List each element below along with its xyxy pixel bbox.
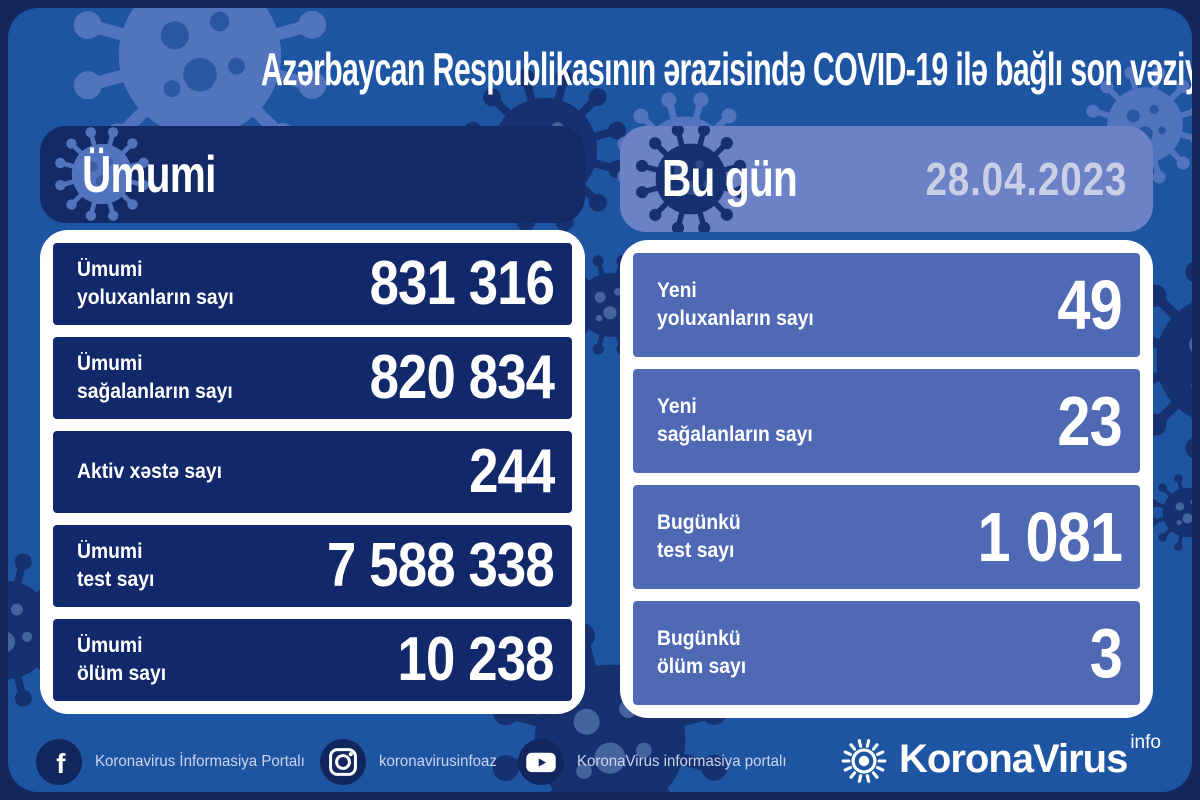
brand-logo: KoronaVirus info: [838, 732, 1161, 787]
svg-text:f: f: [56, 748, 66, 779]
stat-label-line1: Yeni: [657, 395, 697, 418]
stat-label: Ümumi test sayı: [77, 538, 161, 594]
social-link-label: KoronaVirus informasiya portalı: [577, 753, 787, 770]
stat-label-line1: Ümumi: [77, 258, 143, 281]
stat-value: 3: [1089, 614, 1123, 692]
left-panel-title: Ümumi: [82, 145, 216, 204]
stat-label-line1: Bugünkü: [657, 511, 741, 534]
social-link[interactable]: f Koronavirus İnformasiya Portalı: [36, 739, 318, 785]
stat-label-line1: Aktiv xəstə sayı: [77, 460, 223, 483]
stat-label-line2: test sayı: [77, 568, 155, 591]
page-title: Azərbaycan Respublikasının ərazisində CO…: [8, 42, 1192, 96]
brand-logo-sup: info: [1130, 732, 1161, 753]
stat-label-line2: ölüm sayı: [657, 655, 747, 678]
instagram-icon: [320, 739, 366, 785]
stat-label-line2: yoluxanların sayı: [77, 286, 234, 309]
stat-label: Yeni yoluxanların sayı: [657, 277, 827, 333]
stat-row: Ümumi sağalanların sayı 820 834: [53, 337, 572, 419]
stat-row: Yeni yoluxanların sayı 49: [633, 253, 1140, 357]
right-panel-card: Yeni yoluxanların sayı 49 Yeni sağalanla…: [620, 240, 1153, 718]
social-link-label: Koronavirus İnformasiya Portalı: [95, 753, 305, 770]
stat-label-line1: Ümumi: [77, 540, 143, 563]
left-panel-card: Ümumi yoluxanların sayı 831 316 Ümumi sa…: [40, 230, 585, 714]
stat-label-line2: test sayı: [657, 539, 735, 562]
social-link[interactable]: KoronaVirus informasiya portalı: [518, 739, 800, 785]
stat-label-line2: sağalanların sayı: [77, 380, 233, 403]
virus-icon: [630, 126, 752, 232]
stat-row: Ümumi ölüm sayı 10 238: [53, 619, 572, 701]
stat-row: Yeni sağalanların sayı 23: [633, 369, 1140, 473]
stat-label-line2: sağalanların sayı: [657, 423, 813, 446]
stat-label: Bugünkü test sayı: [657, 509, 748, 565]
report-date: 28.04.2023: [925, 153, 1127, 205]
stat-value: 7 588 338: [327, 531, 555, 600]
stat-label: Ümumi sağalanların sayı: [77, 350, 246, 406]
stat-label-line2: yoluxanların sayı: [657, 307, 814, 330]
stat-label: Ümumi ölüm sayı: [77, 632, 174, 688]
facebook-icon: f: [36, 739, 82, 785]
stat-label-line1: Ümumi: [77, 634, 143, 657]
stat-label: Aktiv xəstə sayı: [77, 458, 235, 486]
stat-value: 820 834: [369, 343, 554, 412]
footer: f Koronavirus İnformasiya Portalı korona…: [8, 731, 1192, 791]
virus-icon: [50, 126, 154, 223]
stat-label-line2: ölüm sayı: [77, 662, 167, 685]
right-stats-list: Yeni yoluxanların sayı 49 Yeni sağalanla…: [633, 253, 1140, 705]
stat-row: Aktiv xəstə sayı 244: [53, 431, 572, 513]
right-panel-header: Bu gün 28.04.2023: [620, 126, 1153, 232]
stat-value: 1 081: [977, 498, 1122, 576]
left-stats-list: Ümumi yoluxanların sayı 831 316 Ümumi sa…: [53, 243, 572, 701]
stat-label: Bugünkü ölüm sayı: [657, 625, 754, 681]
stat-value: 10 238: [397, 625, 555, 694]
stat-label-line1: Yeni: [657, 279, 697, 302]
koronavirus-logo-icon: [838, 735, 890, 787]
stat-row: Bugünkü test sayı 1 081: [633, 485, 1140, 589]
infographic-canvas: Azərbaycan Respublikasının ərazisində CO…: [8, 8, 1192, 792]
stat-value: 23: [1057, 382, 1123, 460]
left-panel-header: Ümumi: [40, 126, 585, 223]
stat-label-line1: Ümumi: [77, 352, 143, 375]
stat-row: Ümumi yoluxanların sayı 831 316: [53, 243, 572, 325]
youtube-icon: [518, 739, 564, 785]
stat-label-line1: Bugünkü: [657, 627, 741, 650]
page-title-text: Azərbaycan Respublikasının ərazisində CO…: [260, 43, 1192, 95]
stat-value: 244: [468, 437, 555, 506]
stat-label: Yeni sağalanların sayı: [657, 393, 826, 449]
stat-label: Ümumi yoluxanların sayı: [77, 256, 247, 312]
brand-logo-text: KoronaVirus: [899, 737, 1128, 781]
stat-row: Bugünkü ölüm sayı 3: [633, 601, 1140, 705]
stat-value: 831 316: [369, 249, 554, 318]
social-link[interactable]: koronavirusinfoaz: [320, 739, 504, 785]
stat-value: 49: [1057, 266, 1123, 344]
social-link-label: koronavirusinfoaz: [379, 753, 497, 770]
stat-row: Ümumi test sayı 7 588 338: [53, 525, 572, 607]
right-panel-title: Bu gün: [662, 150, 798, 208]
